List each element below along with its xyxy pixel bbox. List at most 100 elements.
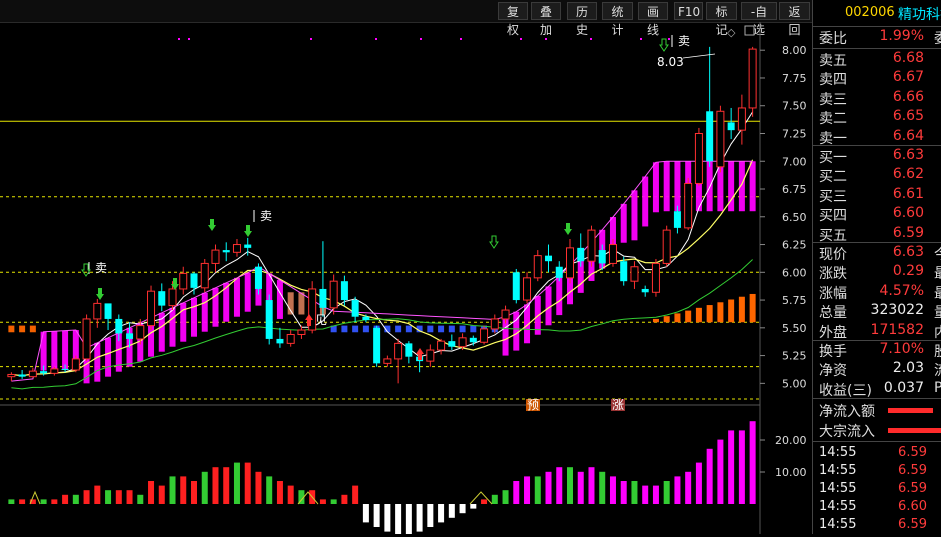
candle-body-down [362,316,370,321]
indicator-bar [223,282,230,322]
stats2-value: 2.03 [892,360,924,377]
stats-value: 323022 [870,302,924,319]
chart-diamond-icon: ◇ [727,26,736,39]
momentum-bar [652,318,659,323]
candle-body-up [426,349,435,362]
stats-extra: 量 [934,302,941,322]
quote-panel: 002006 精功科技 委比 1.99% 委 卖五 6.68 卖四 6.67 卖三 6.6… [812,0,941,534]
volume-bar [19,499,26,504]
stats2-row: 收益(三) 0.037 P [813,380,941,399]
indicator-bar [652,162,659,213]
candle-body-down [104,303,112,319]
toolbar-button-5[interactable]: F10 [674,2,703,20]
indicator-bar [362,325,369,333]
volume-bar [695,462,702,504]
candle-body-up [211,249,220,264]
marker-dot [668,38,670,40]
stats2-value: 7.10% [879,341,924,357]
volume-triangle [297,491,319,505]
stats2-row: 换手 7.10% 股 [813,341,941,360]
volume-bar [556,467,563,504]
down-arrow-icon [96,288,104,300]
indicator-bar [19,325,26,333]
indicator-bar [728,161,735,212]
down-arrow-icon [564,223,572,235]
momentum-bar [695,307,702,323]
high-price-label: 8.03 [657,55,684,69]
volume-bar [416,504,423,532]
momentum-bar [706,305,713,323]
indicator-bar [459,325,466,333]
toolbar-button-8[interactable]: 返回 [779,2,810,37]
indicator-bar [577,254,584,293]
bids-value: 6.63 [892,147,924,163]
marker-dot [460,38,462,40]
stats-extra: 今 [934,244,941,264]
volume-bar [577,471,584,504]
toolbar-button-6[interactable]: 标记 [706,2,737,37]
badge-zhang [611,399,625,411]
asks-label: 卖三 [819,91,847,108]
tick-time: 14:55 [819,481,857,496]
up-arrow-icon [305,314,313,326]
tick-price: 6.59 [898,517,927,532]
indicator-bar [169,307,176,347]
volume-bar [341,494,348,504]
ma5-line [11,111,754,377]
candle-body-down [190,273,198,288]
volume-bar [94,485,101,504]
stats2-label: 换手 [819,344,847,360]
volume-bar [362,504,369,523]
volume-bar [491,494,498,504]
volume-bar [72,494,79,504]
stats-label: 外盘 [819,324,847,341]
indicator-bar [663,161,670,212]
indicator-bar [94,342,101,382]
indicator-bar [738,161,745,212]
indicator-bar [51,331,58,371]
tick-price: 6.59 [898,463,927,478]
marker-dot [188,38,190,40]
asks-value: 6.68 [892,50,924,66]
volume-bar [352,485,359,504]
price-axis-label: 6.75 [782,183,807,196]
bids-label: 买五 [819,227,847,244]
marker-dot [310,38,312,40]
volume-bar [8,499,15,504]
toolbar-button-0[interactable]: 复权 [498,2,528,37]
toolbar-button-4[interactable]: 画线 [638,2,668,37]
stats-extra: 最 [934,283,941,303]
candle-body-up [737,107,746,131]
stats-label: 总量 [819,305,847,322]
toolbar-button-3[interactable]: 统计 [602,2,633,37]
volume-bar [631,481,638,504]
volume-bar [620,481,627,504]
chart-window-icon [744,25,755,36]
candle-body-down [577,247,585,262]
candle-body-down [115,318,123,334]
stats-label: 涨幅 [819,285,847,302]
stats2-label: 净资 [819,363,847,380]
toolbar-button-1[interactable]: 叠加 [531,2,561,37]
toolbar-button-2[interactable]: 历史 [567,2,597,37]
indicator-bar [470,325,477,333]
candle-body-down [340,281,348,301]
indicator-bar [405,325,412,333]
toolbar-button-7[interactable]: -自选 [741,2,777,37]
indicator-bar [341,325,348,333]
stats-extra: 最 [934,263,941,283]
bids-label: 买三 [819,188,847,205]
momentum-bar [738,296,745,323]
volume-bar [706,448,713,504]
down-arrow-icon [244,225,252,237]
volume-triangle [469,491,493,505]
stats2-row: 净资 2.03 流 [813,360,941,379]
price-axis-label: 5.50 [782,322,807,335]
volume-bar [609,476,616,504]
volume-bar [201,471,208,504]
candle-body-down [40,371,48,374]
volume-bar [513,481,520,504]
candle-body-down [641,288,649,293]
marker-dot [375,38,377,40]
volume-bar [717,439,724,504]
